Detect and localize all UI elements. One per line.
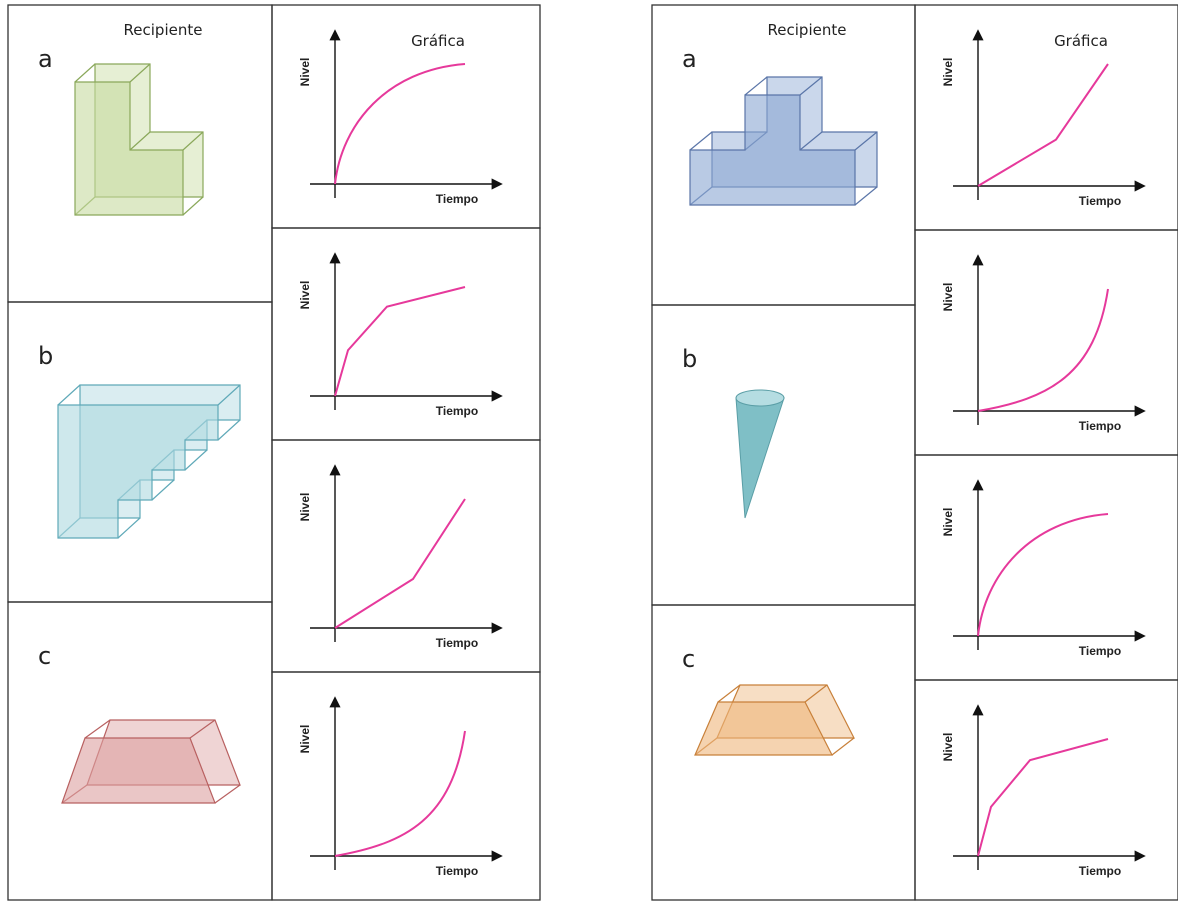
cone xyxy=(735,397,785,519)
edge xyxy=(744,76,768,96)
y-axis-label: Nivel xyxy=(941,58,955,87)
edge xyxy=(182,196,204,216)
graph: Nivel Tiempo xyxy=(298,696,503,878)
edge xyxy=(854,131,878,151)
container-label: c xyxy=(38,642,51,670)
container-shape xyxy=(61,719,241,804)
x-axis-label: Tiempo xyxy=(1079,194,1121,208)
graph-cell xyxy=(271,439,541,673)
edge xyxy=(217,419,241,441)
y-axis-label: Nivel xyxy=(941,508,955,537)
graph-cell xyxy=(914,679,1178,901)
graph: Nivel Tiempo xyxy=(941,29,1146,208)
edge xyxy=(184,449,208,471)
container-label: a xyxy=(682,45,697,73)
curve xyxy=(977,288,1109,412)
edge xyxy=(717,684,741,703)
graph-cell xyxy=(271,227,541,441)
x-axis-label: Tiempo xyxy=(436,636,478,650)
edge xyxy=(217,384,241,406)
graph-cell xyxy=(914,454,1178,681)
y-axis-label: Nivel xyxy=(298,493,312,522)
header-recipiente: Recipiente xyxy=(768,21,847,39)
front-face xyxy=(61,737,216,804)
y-axis-label: Nivel xyxy=(298,58,312,87)
edge xyxy=(182,131,204,151)
x-axis-label: Tiempo xyxy=(436,864,478,878)
x-axis-label: Tiempo xyxy=(1079,419,1121,433)
y-axis-label: Nivel xyxy=(298,725,312,754)
curve xyxy=(334,498,466,629)
front-face xyxy=(57,404,219,539)
x-axis-label: Tiempo xyxy=(1079,864,1121,878)
cone-top xyxy=(735,389,785,407)
edge xyxy=(854,186,878,206)
edge xyxy=(129,63,151,83)
curve xyxy=(334,730,466,857)
edge xyxy=(129,131,151,151)
graph-cell xyxy=(914,229,1178,456)
curve xyxy=(977,513,1109,637)
edge xyxy=(831,737,855,756)
front-face xyxy=(74,81,184,216)
edge xyxy=(57,384,81,406)
graph-cell xyxy=(271,671,541,901)
front-face xyxy=(694,701,833,756)
container-shape xyxy=(689,76,878,206)
edge xyxy=(84,719,111,739)
container-label: b xyxy=(682,345,697,373)
curve xyxy=(977,63,1109,187)
container-shape xyxy=(694,684,855,756)
edge xyxy=(214,784,241,804)
graph-cell xyxy=(271,4,541,229)
edge xyxy=(74,63,96,83)
edge xyxy=(799,131,823,151)
graph: Nivel Tiempo xyxy=(298,252,503,418)
edge xyxy=(189,719,216,739)
container-label: b xyxy=(38,342,53,370)
container-shape xyxy=(74,63,204,216)
x-axis-label: Tiempo xyxy=(436,192,478,206)
y-axis-label: Nivel xyxy=(941,733,955,762)
x-axis-label: Tiempo xyxy=(1079,644,1121,658)
edge xyxy=(689,131,713,151)
header-grafica: Gráfica xyxy=(1054,32,1108,50)
graph: Nivel Tiempo xyxy=(298,29,503,206)
graph: Nivel Tiempo xyxy=(941,479,1146,658)
graph: Nivel Tiempo xyxy=(941,254,1146,433)
header-grafica: Gráfica xyxy=(411,32,465,50)
edge xyxy=(799,76,823,96)
y-axis-label: Nivel xyxy=(941,283,955,312)
container-label: c xyxy=(682,645,695,673)
front-face xyxy=(689,94,856,206)
graph-cell xyxy=(914,4,1178,231)
edge xyxy=(804,684,828,703)
edge xyxy=(151,479,175,501)
curve xyxy=(977,738,1109,857)
x-axis-label: Tiempo xyxy=(436,404,478,418)
graph: Nivel Tiempo xyxy=(298,464,503,650)
container-label: a xyxy=(38,45,53,73)
header-recipiente: Recipiente xyxy=(124,21,203,39)
container-shape xyxy=(57,384,241,539)
curve xyxy=(334,286,466,397)
curve xyxy=(334,63,466,185)
graph: Nivel Tiempo xyxy=(941,704,1146,878)
y-axis-label: Nivel xyxy=(298,281,312,310)
edge xyxy=(117,517,141,539)
